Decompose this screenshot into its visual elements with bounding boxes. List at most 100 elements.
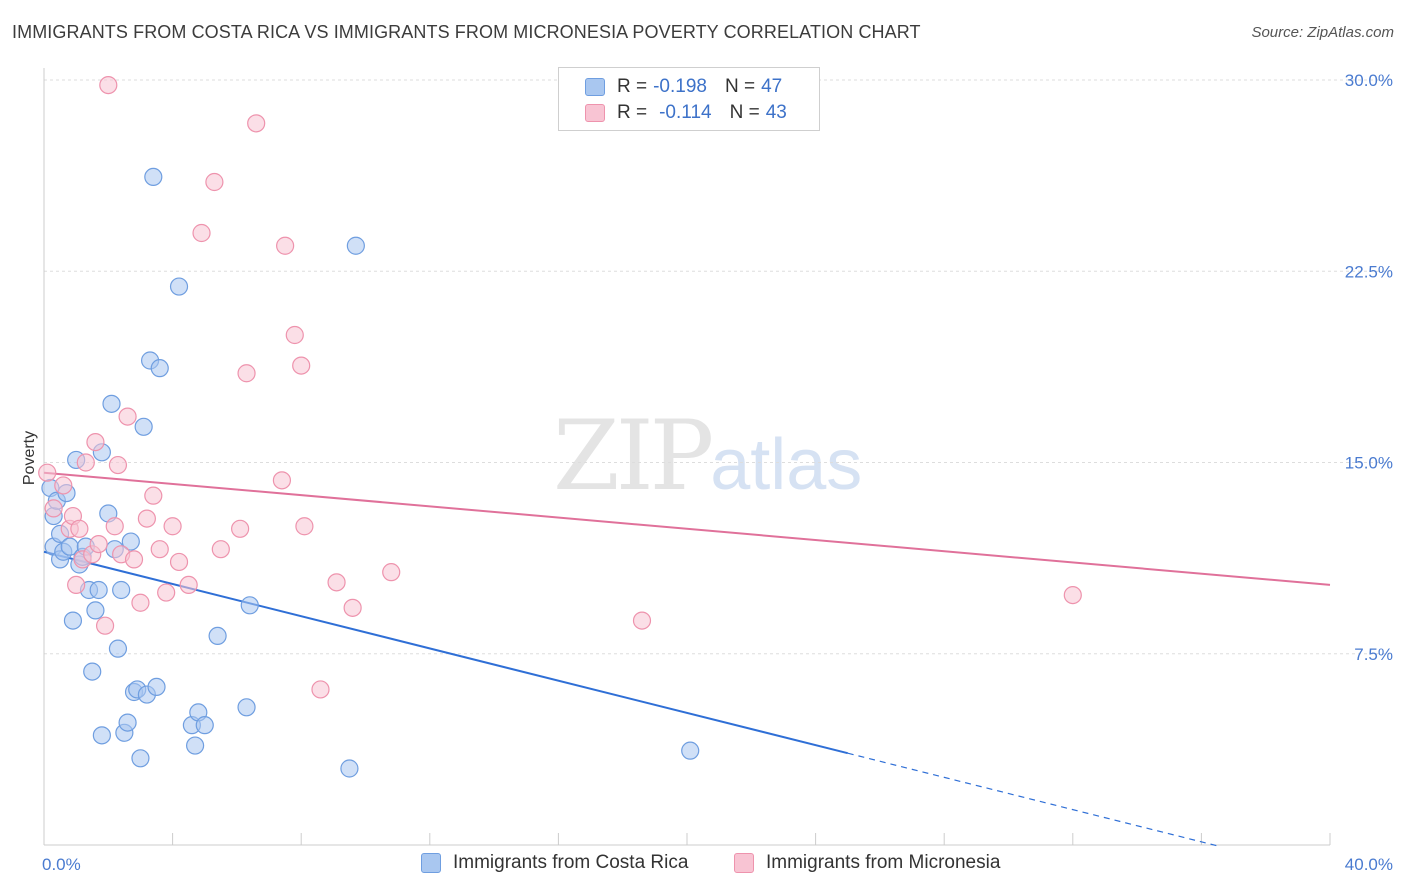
legend-n-label: N = [729, 102, 760, 123]
point-micronesia [105, 517, 124, 536]
y-axis-label: Poverty [21, 431, 38, 485]
point-micronesia [276, 236, 295, 255]
legend-r-label: R = [617, 76, 648, 97]
point-costa-rica [121, 532, 140, 551]
bottom-legend-costa-rica: Immigrants from Costa Rica [421, 852, 688, 874]
legend-r-value: -0.114 [659, 102, 712, 123]
point-costa-rica [83, 662, 102, 681]
point-micronesia [95, 616, 115, 635]
point-micronesia [205, 172, 224, 192]
point-micronesia [343, 598, 362, 617]
legend-r-value: -0.198 [653, 76, 707, 97]
x-tick-label: 40.0% [1345, 855, 1393, 874]
point-micronesia [118, 407, 137, 426]
point-costa-rica [208, 626, 227, 646]
point-micronesia [38, 463, 57, 482]
point-micronesia [54, 476, 73, 495]
bottom-legend-label-costa-rica: Immigrants from Costa Rica [453, 852, 689, 873]
point-micronesia [99, 75, 118, 95]
trend-line-0 [43, 550, 848, 755]
point-micronesia [44, 499, 63, 518]
point-micronesia [237, 364, 256, 383]
watermark: ZIPatlas [553, 400, 862, 512]
y-tick-label: 15.0% [1345, 454, 1393, 473]
point-costa-rica [86, 601, 105, 620]
point-micronesia [157, 583, 176, 602]
data-points [38, 75, 1082, 778]
point-micronesia [285, 325, 304, 345]
y-tick-label: 22.5% [1345, 262, 1393, 281]
axes [43, 68, 1331, 846]
point-micronesia [272, 471, 292, 490]
point-micronesia [150, 540, 169, 559]
point-costa-rica [195, 716, 214, 735]
legend-n-value: 47 [761, 76, 783, 97]
y-tick-label: 7.5% [1354, 645, 1393, 664]
point-costa-rica [169, 277, 189, 296]
point-costa-rica [147, 677, 166, 697]
point-micronesia [292, 356, 311, 375]
legend-swatch-costa-rica [585, 78, 605, 96]
point-micronesia [1063, 585, 1082, 605]
point-micronesia [70, 519, 89, 538]
point-micronesia [169, 552, 189, 572]
point-micronesia [632, 611, 652, 630]
point-costa-rica [112, 580, 131, 600]
trend-lines [43, 471, 1331, 847]
trend-line-extension-0 [847, 752, 1218, 847]
bottom-legend-label-micronesia: Immigrants from Micronesia [766, 852, 1001, 873]
point-micronesia [89, 534, 108, 554]
legend-swatch-micronesia [585, 104, 605, 122]
point-micronesia [108, 455, 128, 475]
watermark-atlas: atlas [710, 425, 863, 505]
tick-labels: 7.5% 15.0% 22.5% 30.0% 0.0% 40.0% [42, 71, 1393, 874]
point-micronesia [137, 509, 156, 528]
point-costa-rica [108, 639, 128, 658]
point-micronesia [231, 519, 250, 538]
point-costa-rica [237, 698, 256, 717]
point-micronesia [247, 114, 266, 133]
point-micronesia [163, 517, 182, 536]
point-micronesia [86, 433, 105, 452]
trend-line-1 [43, 471, 1331, 586]
point-costa-rica [346, 236, 365, 255]
legend-n-value: 43 [765, 102, 787, 123]
point-costa-rica [63, 611, 83, 630]
bottom-legend-micronesia: Immigrants from Micronesia [734, 852, 1000, 874]
point-costa-rica [89, 580, 108, 600]
point-micronesia [131, 593, 150, 612]
point-costa-rica [150, 359, 169, 378]
y-tick-label: 30.0% [1345, 71, 1393, 90]
x-tick-label: 0.0% [42, 855, 81, 874]
point-costa-rica [131, 749, 150, 768]
point-micronesia [76, 453, 95, 472]
point-micronesia [382, 563, 401, 582]
legend: R = -0.198 N = 47 R = -0.114 N = 43 [558, 67, 820, 131]
bottom-legend-swatch-micronesia [734, 853, 754, 873]
legend-n-label: N = [724, 76, 756, 97]
point-costa-rica [681, 741, 700, 760]
legend-row-micronesia: R = -0.114 N = 43 [585, 101, 787, 125]
bottom-legend-swatch-costa-rica [421, 853, 441, 873]
point-costa-rica [340, 759, 359, 778]
point-micronesia [144, 486, 163, 505]
legend-row-costa-rica: R = -0.198 N = 47 [585, 75, 782, 99]
point-costa-rica [134, 417, 153, 436]
point-micronesia [124, 550, 144, 569]
legend-r-label: R = [617, 102, 648, 123]
point-micronesia [67, 575, 86, 595]
point-micronesia [192, 223, 211, 243]
point-costa-rica [102, 394, 121, 413]
watermark-zip: ZIP [553, 400, 714, 512]
point-micronesia [295, 517, 314, 536]
point-costa-rica [144, 167, 163, 186]
chart-title: IMMIGRANTS FROM COSTA RICA VS IMMIGRANTS… [12, 22, 921, 42]
point-costa-rica [92, 726, 111, 745]
point-micronesia [211, 540, 230, 559]
point-costa-rica [240, 596, 259, 615]
point-micronesia [311, 680, 330, 699]
point-micronesia [327, 573, 346, 592]
point-costa-rica [186, 736, 205, 755]
point-costa-rica [118, 713, 137, 732]
